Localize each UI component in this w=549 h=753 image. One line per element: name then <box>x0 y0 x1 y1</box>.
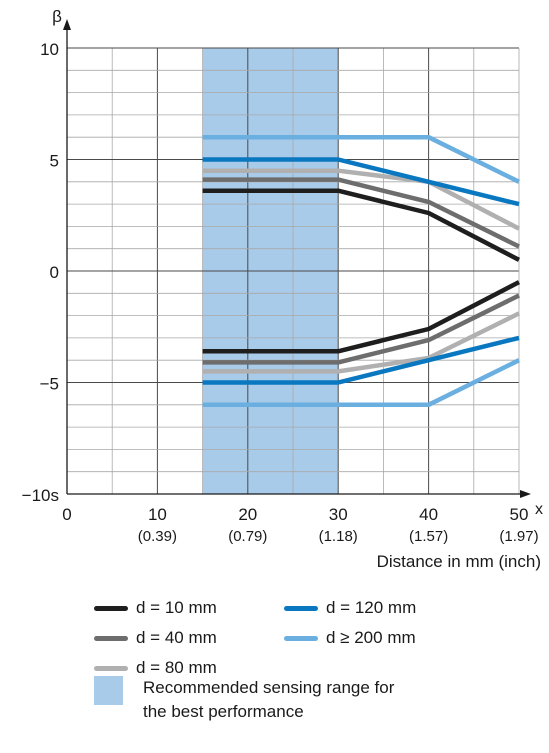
series-line <box>202 134 520 184</box>
x-tick-label: 10 <box>148 505 167 524</box>
series-line <box>202 280 521 354</box>
x-tick-label: 20 <box>238 505 257 524</box>
legend-swatch <box>284 605 318 611</box>
y-axis-arrow <box>63 19 71 30</box>
legend-item-d40: d = 40 mm <box>94 628 217 648</box>
axes <box>63 19 531 498</box>
legend-label: d = 40 mm <box>136 628 217 647</box>
x-tick-sublabel: (1.57) <box>409 528 448 545</box>
series-line <box>202 358 520 408</box>
x-axis-end-label: x <box>535 501 543 518</box>
legend-swatch <box>284 635 318 641</box>
legend-swatch <box>94 635 128 641</box>
y-tick-label: 0 <box>50 263 59 282</box>
legend-swatch <box>94 665 128 671</box>
legend-item-d120: d = 120 mm <box>284 598 416 618</box>
y-tick-label: −5 <box>40 375 59 394</box>
x-tick-label: 0 <box>62 505 71 524</box>
legend-item-d200: d ≥ 200 mm <box>284 628 416 648</box>
legend-item-d80: d = 80 mm <box>94 658 217 678</box>
y-tick-label: 10 <box>40 40 59 59</box>
x-tick-label: 50 <box>510 505 529 524</box>
range-legend-label: Recommended sensing range for the best p… <box>143 678 395 721</box>
legend-swatch <box>94 605 128 611</box>
x-tick-label: 40 <box>419 505 438 524</box>
series-lines <box>202 134 521 408</box>
y-tick-label: 5 <box>50 152 59 171</box>
series-line <box>202 293 520 365</box>
grid <box>67 47 520 494</box>
series-line <box>202 168 521 231</box>
series-line <box>202 335 520 385</box>
legend-label: d = 80 mm <box>136 658 217 677</box>
series-line <box>202 188 521 262</box>
legend-label: d = 120 mm <box>326 598 417 617</box>
x-tick-sublabel: (1.18) <box>319 528 358 545</box>
range-swatch <box>94 676 123 705</box>
y-tick-label: −10s <box>22 486 59 505</box>
series-line <box>202 311 520 374</box>
x-axis-arrow <box>520 490 531 498</box>
legend-label: d = 10 mm <box>136 598 217 617</box>
y-axis-label: β <box>52 7 62 26</box>
legend-item-recommended-range: Recommended sensing range for the best p… <box>94 676 403 724</box>
x-axis-label: Distance in mm (inch) <box>377 552 541 571</box>
series-line <box>202 157 520 207</box>
legend-item-d10: d = 10 mm <box>94 598 217 618</box>
legend-label: d ≥ 200 mm <box>326 628 416 647</box>
x-tick-sublabel: (0.79) <box>228 528 267 545</box>
x-tick-sublabel: (1.97) <box>499 528 538 545</box>
series-line <box>202 177 520 249</box>
x-tick-sublabel: (0.39) <box>138 528 177 545</box>
x-tick-label: 30 <box>329 505 348 524</box>
